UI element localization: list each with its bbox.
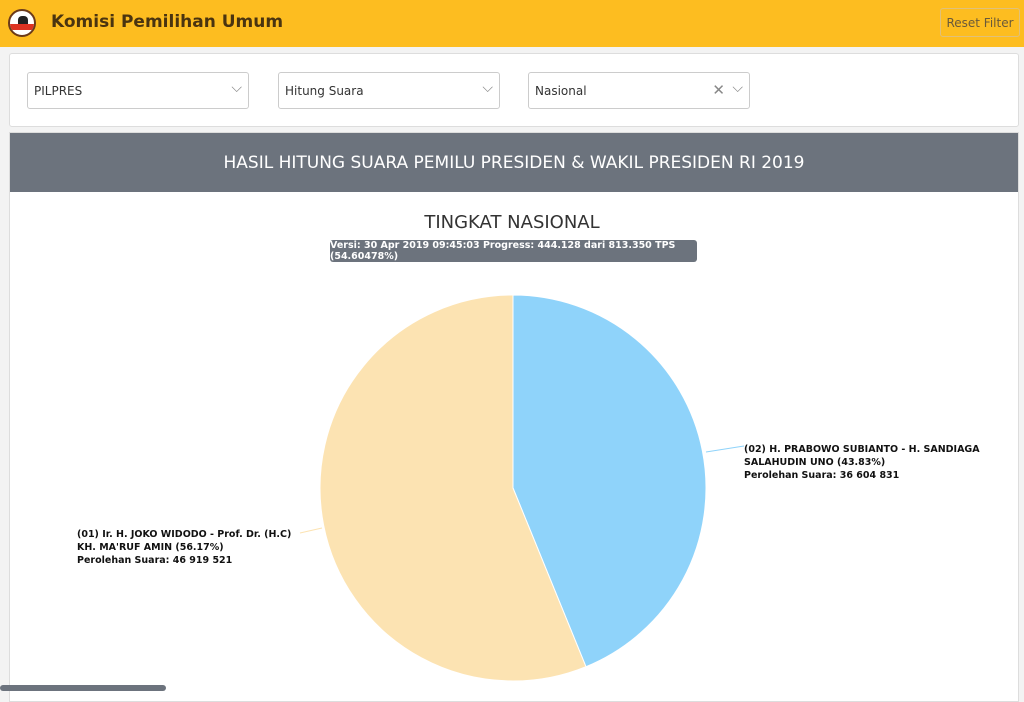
top-bar: Komisi Pemilihan Umum Reset Filter (0, 0, 1024, 47)
label-line: SALAHUDIN UNO (43.83%) (744, 457, 886, 468)
pie-slice[interactable] (319, 294, 587, 682)
election-select[interactable]: PILPRES ⌵ (27, 72, 249, 109)
election-value: PILPRES (34, 84, 83, 98)
region-select[interactable]: Nasional ✕ ⌵ (528, 72, 750, 109)
kpu-logo-icon (8, 9, 36, 37)
version-badge: Versi: 30 Apr 2019 09:45:03 Progress: 44… (330, 240, 697, 262)
label-votes: Perolehan Suara: 46 919 521 (77, 555, 233, 566)
panel-title: HASIL HITUNG SUARA PEMILU PRESIDEN & WAK… (10, 133, 1018, 192)
slice-label-01: (01) Ir. H. JOKO WIDODO - Prof. Dr. (H.C… (77, 528, 291, 567)
label-votes: Perolehan Suara: 36 604 831 (744, 470, 900, 481)
label-line: KH. MA'RUF AMIN (56.17%) (77, 542, 224, 553)
filter-bar: PILPRES ⌵ Hitung Suara ⌵ Nasional ✕ ⌵ (9, 53, 1019, 127)
reset-filter-button[interactable]: Reset Filter (940, 8, 1020, 37)
chevron-down-icon: ⌵ (482, 80, 493, 96)
chevron-down-icon: ⌵ (231, 80, 242, 96)
label-line: (01) Ir. H. JOKO WIDODO - Prof. Dr. (H.C… (77, 529, 292, 540)
pie-slice[interactable] (512, 294, 707, 668)
leader-line (299, 527, 323, 534)
clear-icon[interactable]: ✕ (712, 81, 725, 99)
chart-title: TINGKAT NASIONAL (424, 212, 600, 233)
count-type-select[interactable]: Hitung Suara ⌵ (278, 72, 500, 109)
leader-line (705, 445, 745, 453)
slice-label-02: (02) H. PRABOWO SUBIANTO - H. SANDIAGA S… (744, 443, 980, 482)
app-title: Komisi Pemilihan Umum (51, 12, 284, 32)
region-value: Nasional (535, 84, 587, 98)
horizontal-scrollbar[interactable] (0, 685, 166, 691)
chevron-down-icon: ⌵ (732, 80, 743, 96)
label-line: (02) H. PRABOWO SUBIANTO - H. SANDIAGA (744, 444, 980, 455)
count-type-value: Hitung Suara (285, 84, 364, 98)
